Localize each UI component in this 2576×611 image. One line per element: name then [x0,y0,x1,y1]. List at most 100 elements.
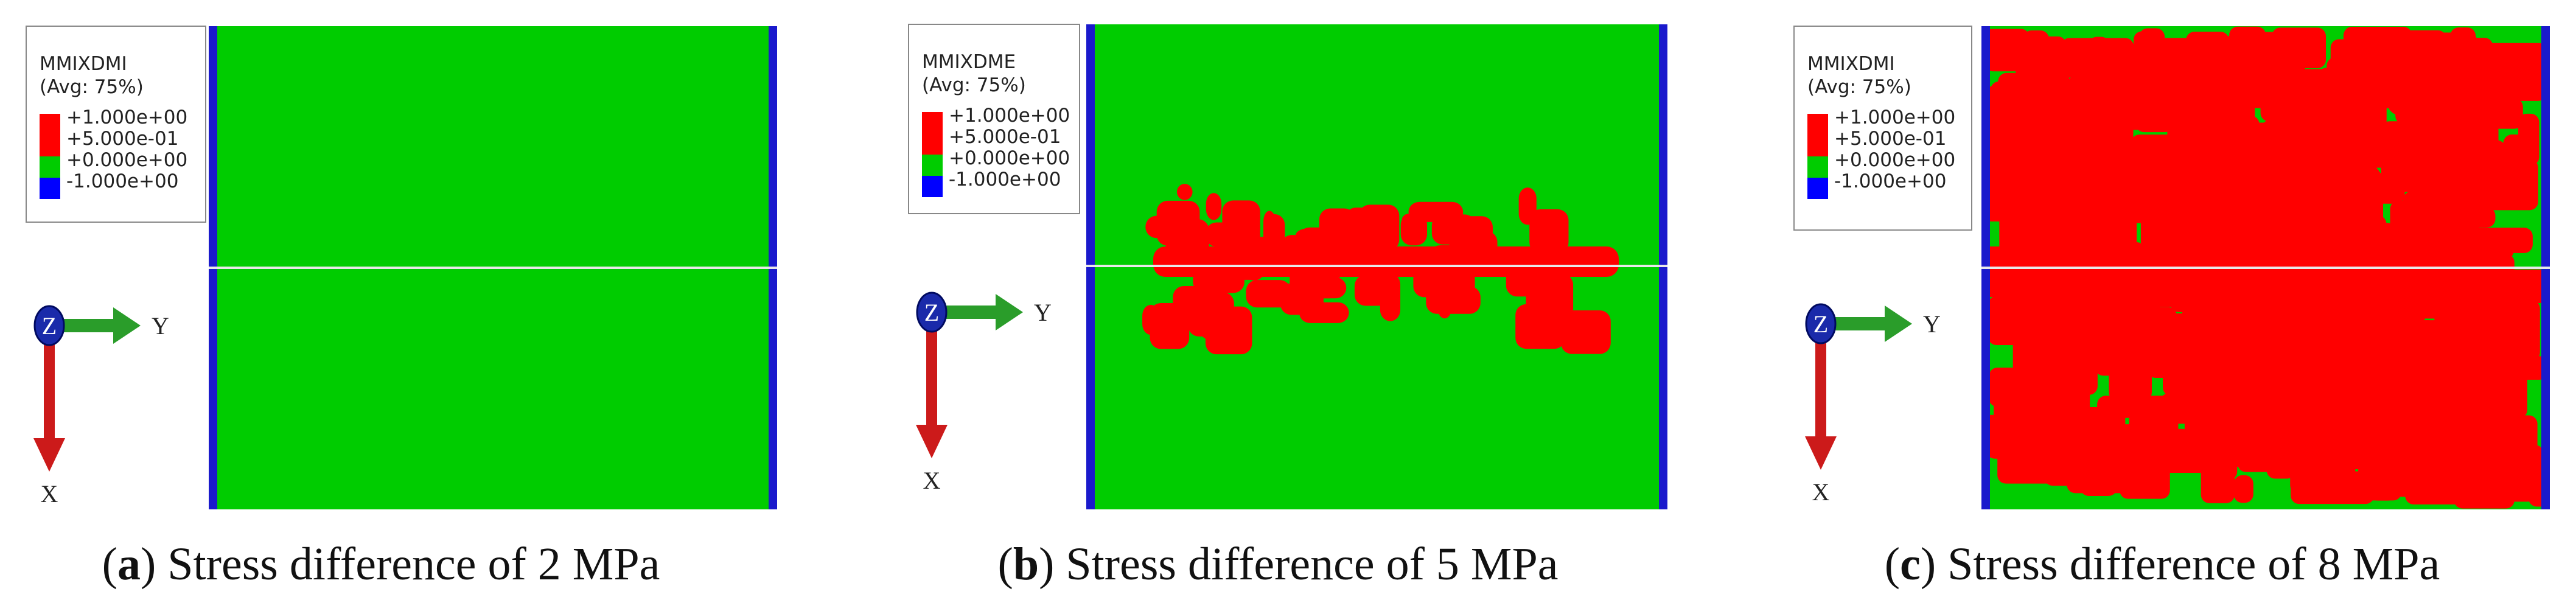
x-arrow-head [33,438,65,472]
legend-swatch [40,114,60,135]
legend-variable: MMIXDMI [40,53,127,75]
legend-swatch [40,135,60,156]
contour-region [2140,307,2177,363]
panel: MMIXDME(Avg: 75%) +1.000e+00+5.000e-01+0.… [908,24,1667,590]
x-arrow-head [916,425,948,458]
contour-region [2345,441,2373,470]
contour-region [1557,315,1579,340]
caption-letter: b [1013,539,1039,590]
contour-region [2339,366,2404,405]
contour-region [2419,35,2449,93]
legend-swatch [1807,178,1828,199]
contour-plot [209,26,777,509]
legend-swatch [922,176,943,197]
x-axis-label: X [1812,478,1830,506]
contour-region [2299,432,2348,452]
contour-region [2023,30,2049,69]
panel: MMIXDMI(Avg: 75%) +1.000e+00+5.000e-01+0.… [26,26,777,590]
z-axis-label: Z [924,299,939,326]
legend-level: -1.000e+00 [66,170,178,192]
legend-averaging: (Avg: 75%) [922,74,1026,96]
z-axis-dot [1805,303,1837,344]
contour-region [2272,27,2326,69]
contour-region [2061,38,2134,78]
contour-region [2479,419,2519,464]
contour-region [1206,193,1222,220]
legend-averaging: (Avg: 75%) [1807,76,1911,98]
legend-swatch [40,156,60,178]
contour-region [2396,440,2451,466]
contour-region [2079,76,2140,115]
contour-region [2086,446,2154,466]
y-arrow-shaft [49,319,116,332]
contour-region [2061,242,2145,276]
contour-region [2043,342,2097,393]
y-axis-label: Y [1923,310,1941,338]
contour-region [1986,418,2032,459]
contour-region [2109,360,2152,401]
contour-region [1150,303,1190,349]
contour-region [2225,442,2266,467]
caption-letter: a [117,539,141,590]
contour-region [1426,286,1481,314]
caption: (c) Stress difference of 8 MPa [1885,539,2440,590]
contour-region [2472,356,2548,380]
contour-region [2390,262,2471,288]
legend-level: +0.000e+00 [949,147,1070,169]
contour-region [2020,169,2039,194]
contour-region [2056,411,2100,454]
contour-region [2450,27,2476,45]
contour-region [1167,213,1196,241]
caption-open: ( [998,539,1013,590]
y-axis-label: Y [152,312,169,340]
legend-level: -1.000e+00 [1834,170,1946,192]
caption-letter: c [1900,539,1921,590]
y-arrow-shaft [1821,317,1888,330]
contour-region [1176,184,1193,200]
caption: (b) Stress difference of 5 MPa [998,539,1559,590]
caption-open: ( [1885,539,1900,590]
contour-region [1380,273,1401,321]
contour-region [1988,296,2036,346]
contour-region [1985,105,2037,159]
legend-level: +1.000e+00 [949,105,1070,127]
legend-level: +5.000e-01 [66,128,178,150]
caption-text: ) Stress difference of 5 MPa [1039,539,1558,590]
legend-level: +0.000e+00 [66,149,187,171]
contour-region [2129,161,2165,220]
legend-level: -1.000e+00 [949,169,1061,190]
contour-region [1526,273,1574,319]
legend-variable: MMIXDMI [1807,53,1895,75]
contour-region [1401,213,1418,226]
caption-open: ( [102,539,117,590]
legend-averaging: (Avg: 75%) [40,76,144,98]
z-axis-dot [916,292,948,333]
x-arrow-shaft [44,326,55,441]
contour-region [1205,306,1252,355]
legend-variable: MMIXDME [922,51,1016,73]
legend-swatch [1807,156,1828,178]
caption: (a) Stress difference of 2 MPa [102,539,660,590]
contour-region [1981,246,2063,282]
contour-region [2135,113,2174,133]
legend-swatch [922,155,943,176]
legend-swatch [40,178,60,199]
panel: MMIXDMI(Avg: 75%) +1.000e+00+5.000e-01+0.… [1793,26,2550,590]
x-axis-label: X [923,467,941,494]
contour-region [2330,39,2368,88]
contour-region [2224,368,2275,411]
contour-region [2185,451,2215,468]
contour-plot [1981,26,2550,509]
legend-swatch [1807,114,1828,135]
contour-region [1299,302,1349,323]
legend-level: +1.000e+00 [1834,106,1955,128]
contour-region [1153,246,1619,277]
contour-region [1264,214,1285,253]
contour-region [1345,208,1391,254]
contour-region [2466,234,2514,260]
legend-level: +0.000e+00 [1834,149,1955,171]
z-axis-label: Z [1813,310,1828,338]
contour-region [1173,286,1213,314]
contour-region [1222,200,1260,248]
